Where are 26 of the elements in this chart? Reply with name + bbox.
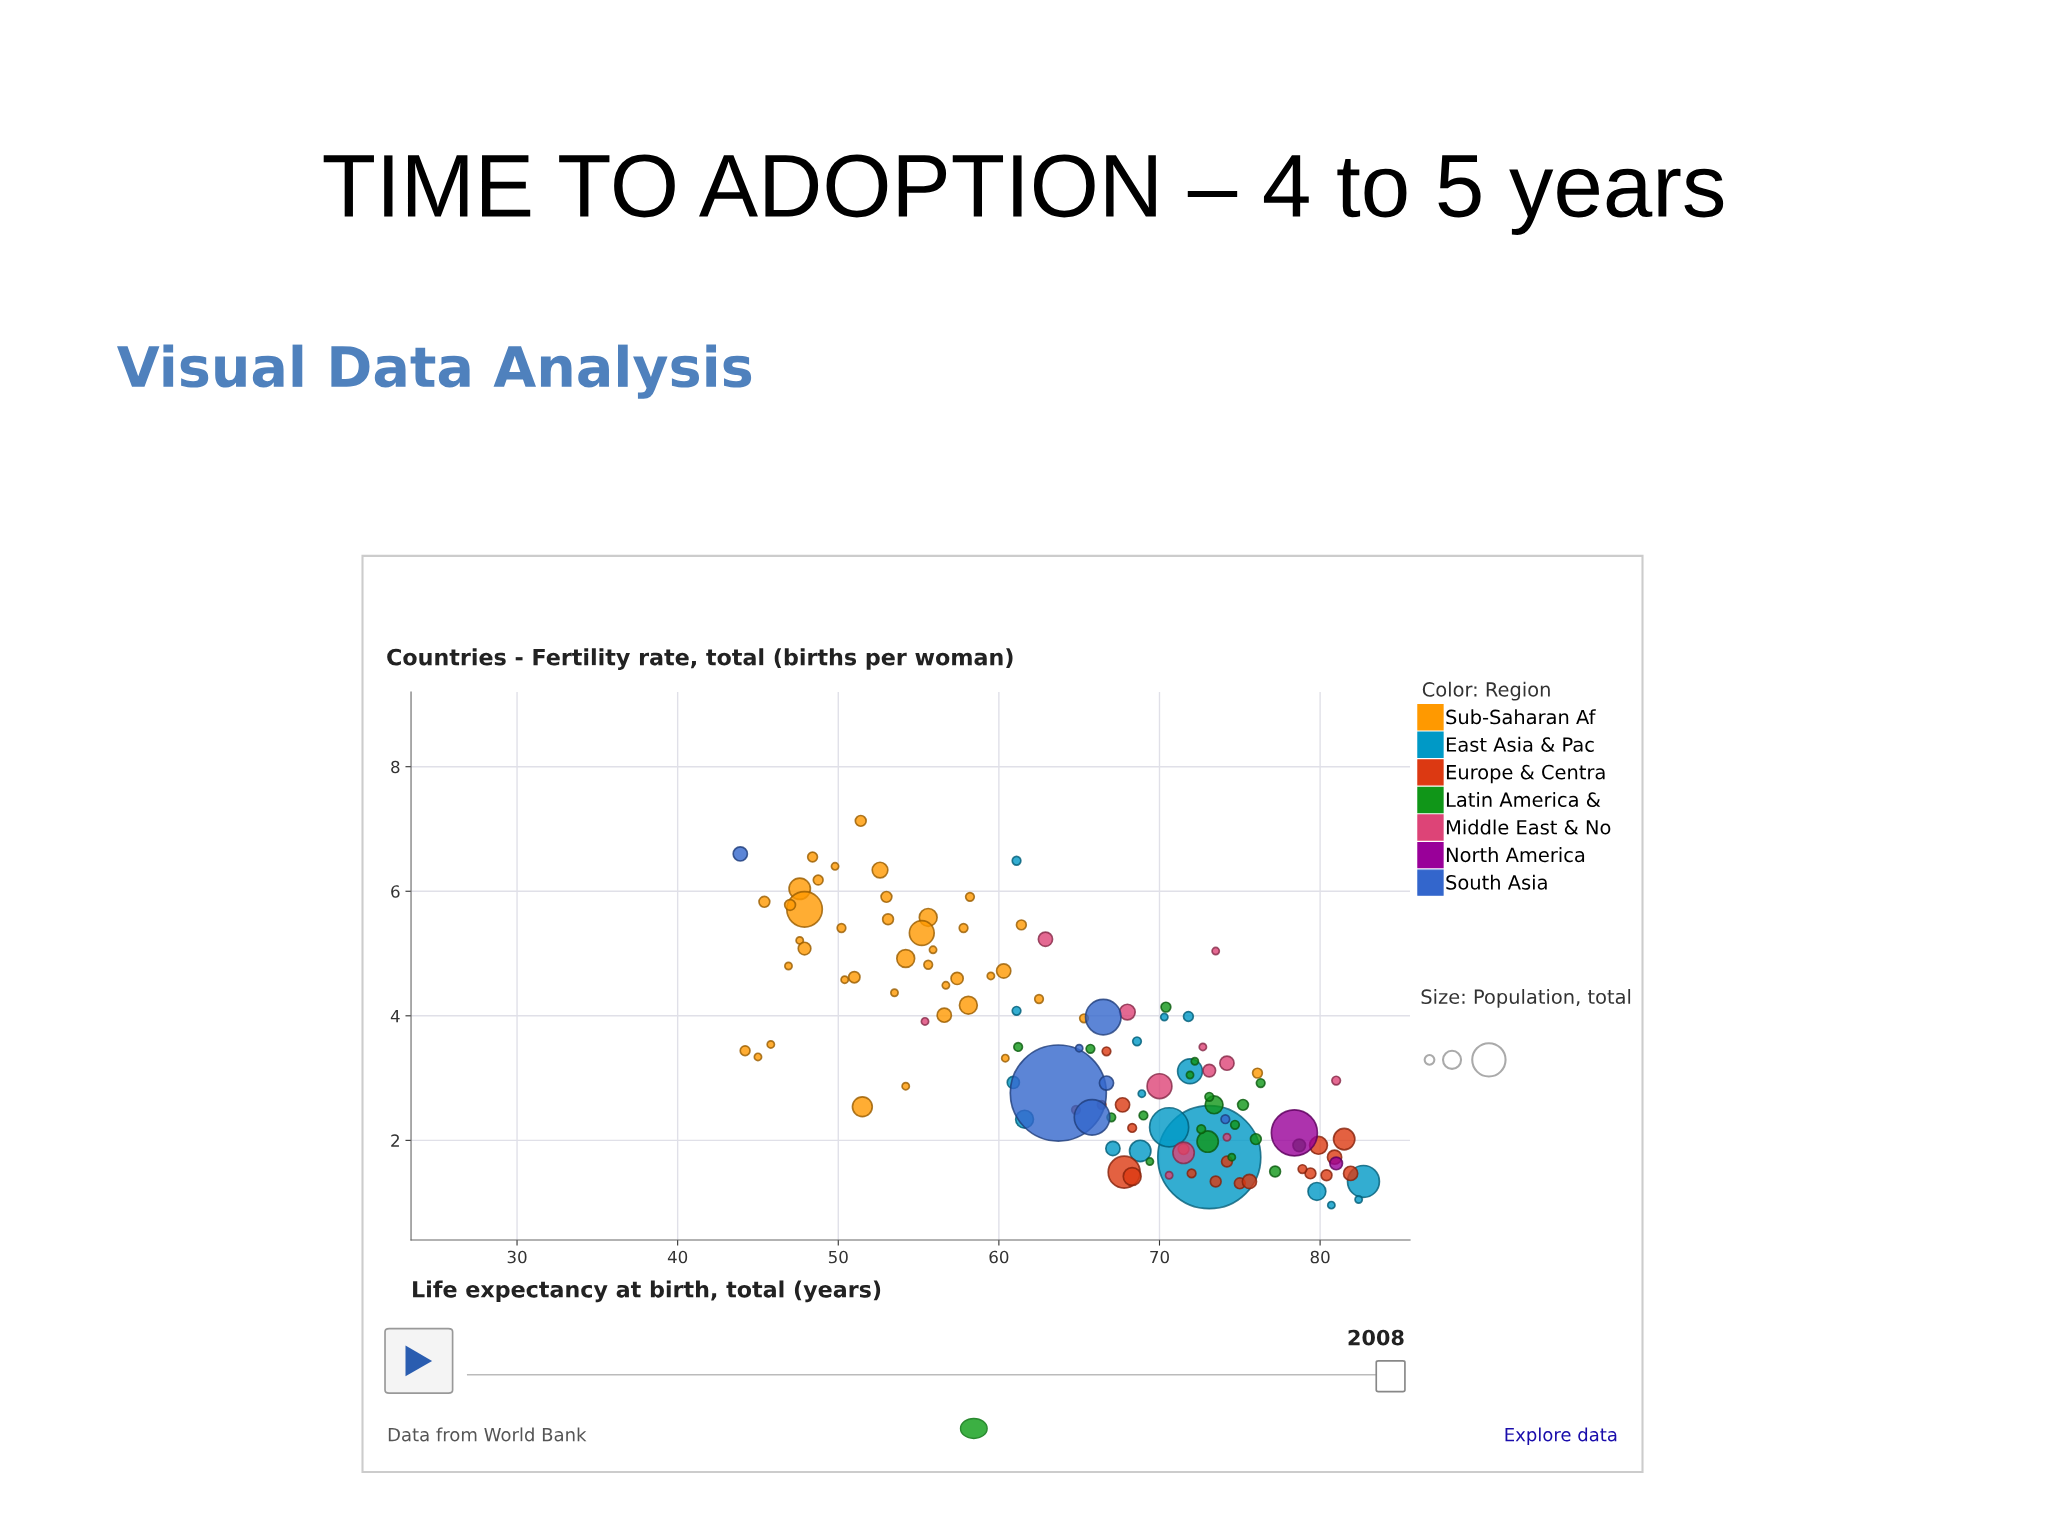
y-tick-label: 4 [390, 1009, 400, 1023]
text: Explore data [1505, 1427, 1617, 1445]
x-tick-label: 80 [1310, 1250, 1330, 1264]
x-axis-title: Life expectancy at birth, total (years) [413, 1280, 881, 1303]
y-tick-label: 8 [391, 760, 400, 774]
legend-label: Latin America & [1446, 791, 1601, 808]
text: Size: Population, total [1421, 988, 1631, 1008]
x-tick-label: 40 [667, 1250, 688, 1264]
text: Data from World Bank [388, 1427, 587, 1442]
legend-label: North America [1446, 847, 1585, 863]
y-tick-label: 2 [391, 1134, 399, 1147]
legend-label: South Asia [1446, 874, 1547, 890]
x-tick-label: 60 [989, 1250, 1009, 1264]
text: 2008 [1348, 1329, 1404, 1346]
x-tick-label: 50 [828, 1250, 848, 1264]
x-tick-label: 30 [507, 1250, 527, 1264]
y-axis-title: Countries - Fertility rate, total (births per woman) [387, 648, 1013, 670]
x-tick-label: 70 [1150, 1250, 1169, 1264]
legend-label: East Asia & Pac [1446, 736, 1594, 752]
legend-title: Color: Region [1422, 681, 1550, 701]
chart-subtitle: Visual Data Analysis [117, 344, 752, 399]
chart-title: TIME TO ADOPTION – 4 to 5 years [323, 154, 1724, 235]
legend-label: Europe & Centra [1446, 764, 1605, 784]
y-tick-label: 6 [391, 885, 400, 898]
legend-label: Sub-Saharan Af [1446, 709, 1596, 725]
legend-label: Middle East & No [1446, 819, 1611, 835]
